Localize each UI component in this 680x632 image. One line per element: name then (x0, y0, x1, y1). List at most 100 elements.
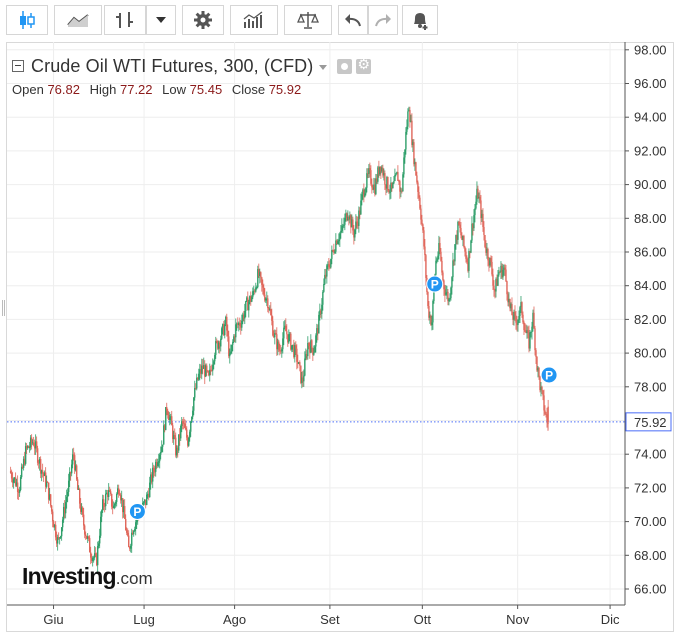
candle-body (451, 277, 453, 288)
candle-body (440, 251, 442, 261)
candle (538, 367, 540, 380)
candle (310, 334, 312, 354)
compare-button[interactable] (284, 5, 332, 35)
candle-body (383, 173, 385, 176)
candle-body (362, 189, 364, 195)
candle-body (246, 297, 248, 302)
candle (102, 494, 104, 513)
panel-resize-handle[interactable] (2, 300, 5, 316)
candle (158, 453, 160, 468)
p-marker[interactable]: P (128, 502, 146, 520)
p-marker-circle[interactable] (128, 502, 146, 520)
candle-body (481, 213, 483, 219)
candle-body (381, 167, 383, 172)
area-chart-button[interactable] (54, 5, 102, 35)
candle-body (428, 306, 430, 318)
candle-body (353, 230, 355, 238)
candle (239, 317, 241, 330)
redo-button[interactable] (368, 5, 398, 35)
candle (506, 280, 508, 301)
candle (494, 288, 496, 299)
candle (313, 345, 315, 356)
candle (481, 209, 483, 222)
candle (159, 452, 161, 469)
y-tick-label: 66.00 (634, 582, 667, 597)
candle-body (277, 341, 279, 350)
candle-body (498, 272, 500, 275)
candle (508, 292, 510, 307)
candle-body (35, 441, 38, 449)
candle (516, 316, 518, 332)
candle-body (41, 470, 44, 474)
candle-body (296, 348, 298, 362)
candle (248, 299, 250, 318)
candle (419, 195, 421, 211)
candle-body (150, 474, 152, 483)
candle (358, 206, 360, 233)
candle (300, 365, 302, 385)
candle (530, 331, 532, 338)
candle (88, 535, 91, 553)
p-marker-circle[interactable] (426, 275, 444, 293)
settings-button[interactable] (182, 5, 224, 35)
candle-body (70, 464, 73, 474)
alert-button[interactable] (402, 5, 438, 35)
series-settings-icon[interactable] (356, 57, 372, 74)
candle (113, 501, 115, 509)
candle (101, 509, 103, 523)
candle-body (34, 441, 37, 449)
candle (25, 443, 28, 454)
candle-body (192, 410, 194, 417)
collapse-legend-button[interactable] (12, 60, 24, 72)
undo-button[interactable] (338, 5, 368, 35)
candle (27, 445, 30, 449)
candle-body (50, 505, 53, 512)
candle-body (461, 235, 463, 240)
title-dropdown-icon[interactable] (319, 64, 328, 70)
candle (207, 370, 209, 373)
candle (29, 435, 32, 451)
p-marker[interactable]: P (426, 275, 444, 293)
candle-body (178, 434, 180, 451)
candle-body (537, 367, 539, 371)
bar-chart-button[interactable] (104, 5, 146, 35)
p-marker-circle[interactable] (540, 366, 558, 384)
candlestick-button[interactable] (6, 5, 48, 35)
x-tick-label: Ago (223, 612, 246, 627)
candle (222, 323, 224, 335)
candle-body (305, 354, 307, 359)
visibility-eye-icon[interactable] (337, 58, 353, 74)
candle-body (331, 250, 333, 259)
current-price-label: 75.92 (634, 415, 667, 430)
candle (291, 345, 293, 353)
candle-body (204, 365, 206, 377)
chart-type-dropdown[interactable] (146, 5, 176, 35)
candle (441, 256, 443, 276)
candle-body (109, 490, 111, 492)
candle (344, 213, 346, 231)
candle-body (9, 471, 12, 473)
candle-body (97, 546, 99, 566)
p-marker[interactable]: P (540, 366, 558, 384)
candle-body (191, 416, 193, 422)
candle (277, 338, 279, 356)
candle-body (278, 341, 280, 351)
candle (478, 192, 480, 203)
candle (487, 247, 489, 267)
candle-body (223, 324, 225, 336)
p-marker-label: P (431, 278, 439, 292)
indicators-button[interactable] (230, 5, 278, 35)
candle (132, 530, 134, 535)
candle-body (535, 350, 537, 357)
y-tick-label: 92.00 (634, 143, 667, 158)
candle-body (39, 459, 42, 474)
candle-body (515, 315, 517, 323)
candle (432, 299, 434, 330)
candle (485, 240, 487, 256)
candle-body (144, 499, 146, 502)
y-tick-label: 80.00 (634, 346, 667, 361)
candle-body (316, 328, 318, 336)
candle-body (290, 333, 292, 350)
candle (301, 371, 303, 389)
